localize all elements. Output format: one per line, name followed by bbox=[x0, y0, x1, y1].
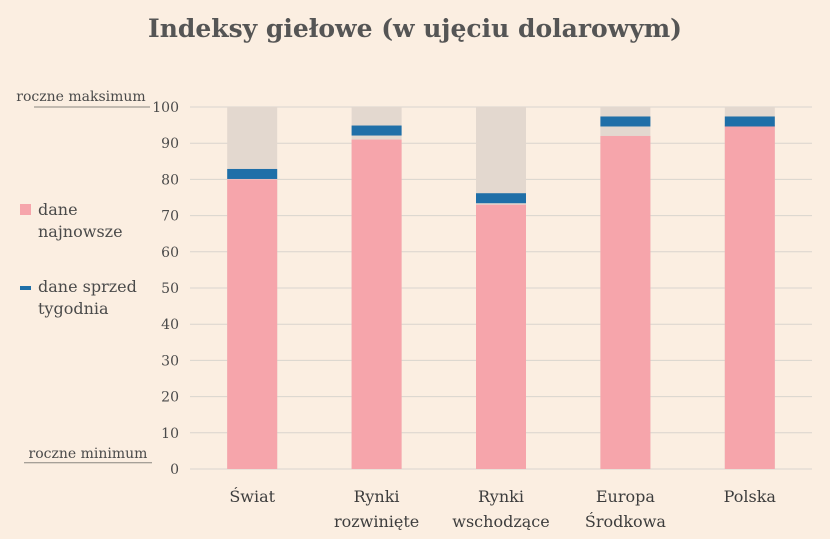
legend-swatch-week bbox=[20, 286, 31, 290]
bar-latest bbox=[227, 179, 278, 469]
y-tick-label: 60 bbox=[161, 245, 179, 261]
y-top-label: roczne maksimum bbox=[16, 89, 145, 105]
x-tick-label-line: Środkowa bbox=[585, 511, 667, 531]
y-tick-label: 70 bbox=[161, 209, 179, 225]
x-tick-label: Świat bbox=[229, 486, 275, 506]
x-tick-label-line: Europa bbox=[596, 487, 656, 506]
legend-label-latest: dane najnowsze bbox=[38, 199, 123, 243]
legend-latest-line2: najnowsze bbox=[38, 222, 123, 241]
marker-week-ago bbox=[476, 193, 526, 204]
y-tick-label: 80 bbox=[161, 172, 179, 188]
y-tick-label: 40 bbox=[161, 317, 179, 333]
y-tick-label: 0 bbox=[170, 462, 179, 478]
bar-latest bbox=[724, 125, 775, 469]
x-tick-label-line: rozwinięte bbox=[334, 512, 419, 531]
legend-latest-line1: dane bbox=[38, 200, 78, 219]
chart-title: Indeksy giełowe (w ujęciu dolarowym) bbox=[148, 14, 682, 43]
bar-latest bbox=[476, 204, 526, 470]
x-tick-label: Rynki wschodzące bbox=[452, 487, 549, 531]
legend-week-line2: tygodnia bbox=[38, 299, 109, 318]
y-tick-label: 50 bbox=[161, 281, 179, 297]
x-tick-label-line: Świat bbox=[229, 486, 275, 506]
y-tick-label: 20 bbox=[161, 390, 179, 406]
y-tick-label: 10 bbox=[161, 426, 179, 442]
x-tick-label: Rynki rozwinięte bbox=[334, 487, 419, 531]
x-tick-label-line: Rynki bbox=[354, 487, 400, 506]
x-tick-label: Europa Środkowa bbox=[585, 487, 667, 531]
legend-week-line1: dane sprzed bbox=[38, 277, 137, 296]
x-tick-label-line: Rynki bbox=[478, 487, 524, 506]
bar-latest bbox=[600, 135, 651, 469]
marker-week-ago bbox=[351, 125, 402, 136]
y-tick-label: 100 bbox=[152, 100, 179, 116]
marker-week-ago bbox=[227, 168, 278, 179]
bar-latest bbox=[351, 139, 402, 469]
x-tick-label: Polska bbox=[724, 487, 777, 506]
y-tick-label: 90 bbox=[161, 136, 179, 152]
y-bottom-label: roczne minimum bbox=[29, 446, 148, 462]
x-tick-label-line: wschodzące bbox=[452, 512, 549, 531]
x-tick-label-line: Polska bbox=[724, 487, 777, 506]
marker-week-ago bbox=[600, 116, 651, 127]
legend-swatch-latest bbox=[20, 204, 31, 215]
legend-label-week: dane sprzed tygodnia bbox=[38, 276, 137, 320]
marker-week-ago bbox=[724, 116, 775, 127]
y-tick-label: 30 bbox=[161, 353, 179, 369]
